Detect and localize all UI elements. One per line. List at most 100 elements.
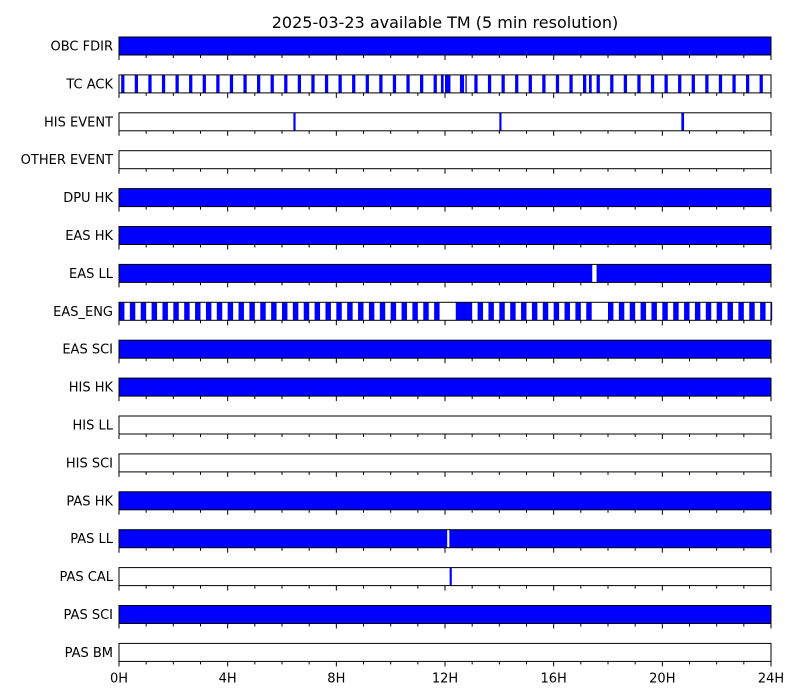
row: EAS SCI — [62, 339, 772, 364]
row: TC ACK — [65, 74, 772, 98]
availability-segment — [727, 302, 733, 321]
availability-segment — [618, 302, 625, 321]
availability-segment — [325, 302, 331, 321]
availability-segment — [515, 74, 519, 93]
row-label: HIS SCI — [66, 456, 113, 471]
availability-segment — [738, 302, 744, 321]
availability-segment — [352, 74, 356, 93]
availability-segment — [705, 302, 712, 321]
availability-segment — [449, 567, 452, 586]
availability-segment — [499, 112, 502, 131]
x-tick-label: 24H — [758, 671, 784, 686]
availability-segment — [531, 302, 538, 321]
availability-segment — [119, 37, 771, 55]
availability-segment — [365, 74, 369, 93]
row-background — [119, 453, 771, 472]
availability-segment — [336, 302, 342, 321]
availability-segment — [338, 74, 342, 93]
rows-group: OBC FDIR TC ACK HIS EVENT OTHER EVENT DPU HK… — [21, 36, 773, 667]
row-label: TC ACK — [65, 77, 113, 92]
availability-segment — [292, 302, 299, 321]
availability-segment — [673, 302, 679, 321]
availability-segment — [412, 302, 418, 321]
availability-segment — [243, 74, 247, 93]
x-tick-label: 4H — [219, 671, 237, 686]
availability-segment — [282, 302, 288, 321]
availability-segment — [293, 112, 296, 131]
row-label: EAS LL — [69, 267, 114, 282]
row: HIS SCI — [66, 453, 772, 477]
availability-segment — [651, 302, 657, 321]
availability-segment — [189, 74, 193, 93]
availability-segment — [705, 74, 709, 93]
availability-segment — [227, 302, 234, 321]
row-label: EAS HK — [65, 229, 113, 244]
availability-segment — [379, 302, 386, 321]
availability-segment — [134, 74, 139, 93]
availability-segment — [564, 302, 570, 321]
availability-segment — [148, 74, 152, 93]
availability-segment — [569, 74, 573, 93]
availability-segment — [650, 74, 655, 93]
availability-segment — [488, 302, 494, 321]
availability-segment — [303, 302, 310, 321]
availability-segment — [510, 302, 516, 321]
row: DPU HK — [63, 188, 772, 212]
availability-segment — [314, 302, 321, 321]
availability-segment — [501, 74, 505, 93]
availability-segment — [749, 302, 755, 321]
availability-segment — [297, 74, 302, 93]
row-background — [119, 416, 771, 434]
availability-segment — [542, 74, 546, 93]
availability-segment — [691, 74, 695, 93]
availability-segment — [358, 302, 364, 321]
availability-segment — [440, 74, 444, 93]
row: HIS LL — [73, 415, 772, 439]
availability-segment — [270, 74, 274, 93]
availability-segment — [455, 302, 469, 321]
availability-segment — [257, 74, 261, 93]
x-axis: 0H 4H 8H 12H 16H 20H 24H — [110, 671, 784, 686]
availability-segment — [684, 302, 690, 321]
availability-segment — [271, 302, 277, 321]
availability-segment — [119, 378, 771, 397]
availability-segment — [229, 74, 234, 93]
row-label: PAS HK — [66, 494, 113, 509]
availability-segment — [151, 302, 158, 321]
availability-segment — [474, 74, 478, 93]
row: EAS_ENG — [53, 301, 773, 326]
row: PAS LL — [70, 529, 772, 553]
availability-segment — [528, 74, 532, 93]
row: HIS HK — [69, 377, 772, 402]
row: PAS HK — [66, 491, 772, 515]
availability-segment — [175, 74, 179, 93]
availability-segment — [588, 74, 592, 93]
availability-segment — [596, 264, 771, 283]
row: EAS LL — [69, 263, 772, 288]
availability-segment — [575, 302, 581, 321]
availability-segment — [553, 302, 560, 321]
row-label: HIS EVENT — [44, 115, 113, 130]
availability-segment — [119, 491, 771, 510]
availability-segment — [401, 302, 407, 321]
availability-segment — [542, 302, 549, 321]
availability-segment — [195, 302, 201, 321]
availability-segment — [447, 74, 451, 93]
availability-segment — [771, 302, 773, 321]
availability-segment — [121, 74, 125, 93]
x-tick-label: 20H — [649, 671, 675, 686]
availability-segment — [681, 112, 685, 131]
availability-segment — [119, 340, 771, 359]
availability-segment — [759, 74, 763, 93]
availability-segment — [487, 74, 492, 93]
chart-title: 2025-03-23 available TM (5 min resolutio… — [272, 13, 618, 32]
row: PAS BM — [65, 642, 772, 667]
availability-segment — [459, 74, 463, 93]
row-label: DPU HK — [63, 191, 113, 206]
availability-segment — [499, 302, 505, 321]
availability-segment — [640, 302, 647, 321]
availability-segment — [368, 302, 375, 321]
row-label: OBC FDIR — [51, 40, 114, 55]
availability-segment — [202, 74, 206, 93]
